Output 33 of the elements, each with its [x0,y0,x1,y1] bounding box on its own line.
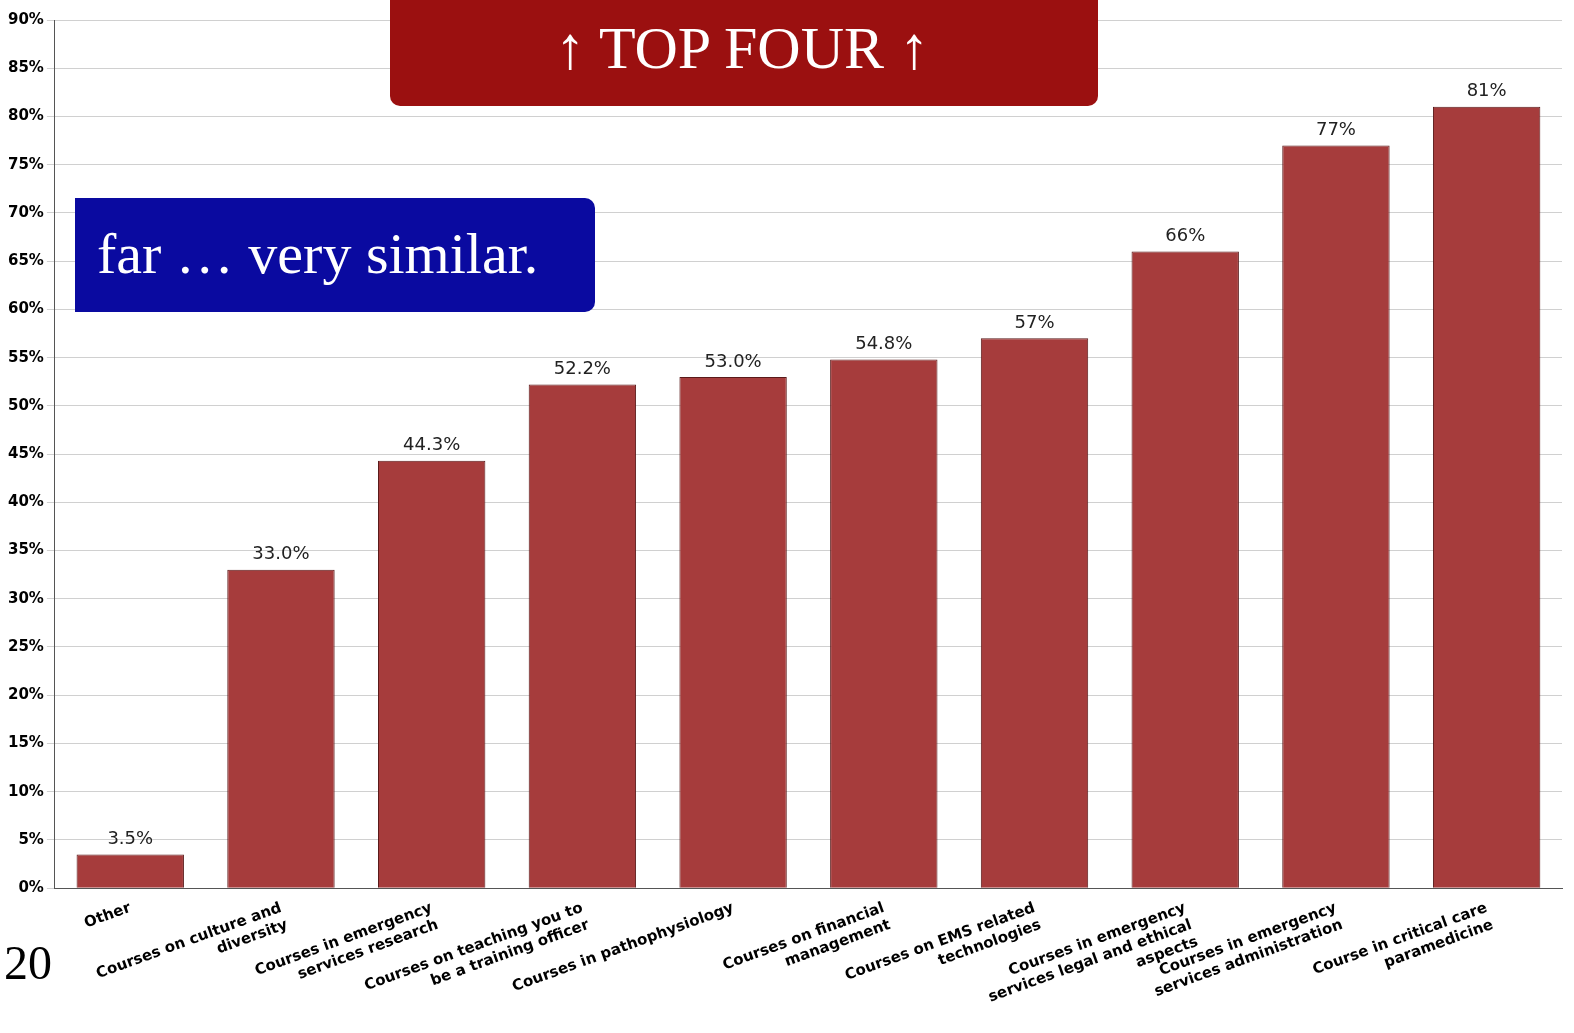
data-label: 57% [1014,310,1055,332]
data-label: 44.3% [403,433,461,455]
data-label: 3.5% [107,827,154,849]
y-tick-label: 75% [8,154,44,173]
y-tick-label: 0% [18,878,44,897]
y-tick-label: 25% [8,636,44,655]
annotation: far … very similar. [97,220,539,287]
annotation: ↑ TOP FOUR ↑ [555,14,930,83]
y-tick-label: 80% [8,106,44,125]
y-tick-label: 50% [8,395,44,414]
text: 20 [4,935,52,990]
y-tick-label: 10% [8,781,44,800]
data-label: 66% [1165,224,1206,246]
y-tick-label: 60% [8,299,44,318]
y-tick-label: 40% [8,492,44,511]
data-label: 33.0% [252,542,310,564]
data-label: 53.0% [704,349,762,371]
y-tick-label: 85% [8,58,44,77]
y-tick-label: 15% [8,733,44,752]
data-label: 54.8% [855,332,913,354]
y-tick-label: 45% [8,443,44,462]
y-tick-label: 70% [8,202,44,221]
y-tick-label: 35% [8,540,44,559]
y-tick-label: 5% [18,829,44,848]
y-tick-label: 65% [8,251,44,270]
x-tick-label: Other [81,897,134,932]
y-tick-label: 55% [8,347,44,366]
data-label: 52.2% [553,357,611,379]
data-label: 77% [1315,118,1356,140]
data-label: 81% [1466,79,1507,101]
y-tick-label: 90% [8,9,44,28]
y-tick-label: 30% [8,588,44,607]
y-tick-label: 20% [8,685,44,704]
